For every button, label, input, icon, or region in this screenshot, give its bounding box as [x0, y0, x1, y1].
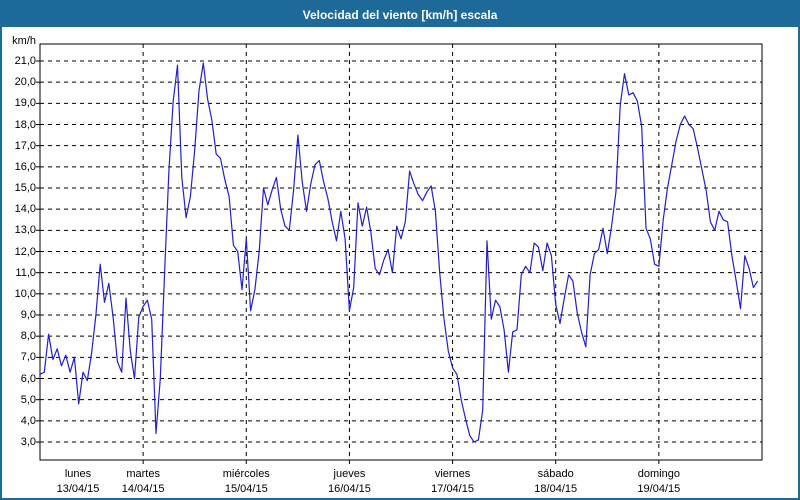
y-tick-label: 13,0	[14, 224, 36, 237]
y-tick-label: 10,0	[14, 287, 36, 300]
x-day-name: martes	[126, 468, 160, 480]
x-day-label: sábado 18/04/15	[534, 467, 577, 497]
y-tick-label: 14,0	[14, 203, 36, 216]
x-day-label: miércoles 15/04/15	[223, 467, 270, 497]
title-bar: Velocidad del viento [km/h] escala	[2, 2, 798, 27]
y-tick-label: 18,0	[14, 118, 36, 131]
x-day-date: 13/04/15	[56, 483, 100, 495]
chart-title: Velocidad del viento [km/h] escala	[302, 7, 498, 22]
x-day-date: 14/04/15	[121, 483, 165, 495]
x-day-label: lunes 13/04/15	[57, 467, 100, 497]
x-day-label: martes 14/04/15	[122, 467, 165, 497]
x-day-date: 18/04/15	[534, 483, 578, 495]
x-day-date: 17/04/15	[431, 483, 474, 495]
y-tick-label: 19,0	[14, 97, 36, 110]
x-day-date: 19/04/15	[637, 483, 681, 495]
x-day-name: miércoles	[222, 468, 270, 480]
y-tick-label: 7,0	[20, 351, 36, 364]
x-day-label: domingo 19/04/15	[637, 467, 680, 497]
x-day-label: jueves 16/04/15	[328, 467, 371, 497]
y-tick-label: 16,0	[14, 160, 36, 173]
y-tick-label: 15,0	[14, 182, 36, 194]
plot-frame	[39, 43, 763, 461]
y-tick-label: 9,0	[20, 309, 36, 321]
x-day-name: viernes	[434, 468, 471, 480]
x-day-date: 15/04/15	[224, 483, 268, 495]
y-tick-label: 3,0	[20, 436, 36, 448]
x-day-name: lunes	[64, 468, 92, 480]
y-tick-label: 8,0	[20, 330, 36, 343]
x-day-name: sábado	[537, 468, 574, 480]
y-tick-label: 11,0	[15, 266, 36, 279]
chart-plot-area: km/h 21,0 20,0 19,0 18,0 17,0 16,0 15,0 14,0 13,…	[2, 27, 798, 498]
y-axis-unit-label: km/h	[12, 35, 36, 47]
y-tick-label: 12,0	[14, 245, 36, 258]
y-tick-label: 21,0	[14, 55, 36, 67]
y-tick-label: 20,0	[14, 76, 36, 89]
wind-speed-chart	[36, 43, 763, 464]
x-day-name: jueves	[333, 468, 366, 480]
y-tick-label: 5,0	[20, 393, 36, 406]
x-day-name: domingo	[637, 468, 680, 480]
wind-speed-line	[39, 62, 759, 443]
y-tick-label: 6,0	[20, 372, 36, 385]
y-tick-label: 17,0	[14, 139, 36, 152]
y-tick-label: 4,0	[20, 414, 36, 427]
x-day-date: 16/04/15	[328, 483, 371, 495]
x-day-label: viernes 17/04/15	[431, 467, 474, 497]
